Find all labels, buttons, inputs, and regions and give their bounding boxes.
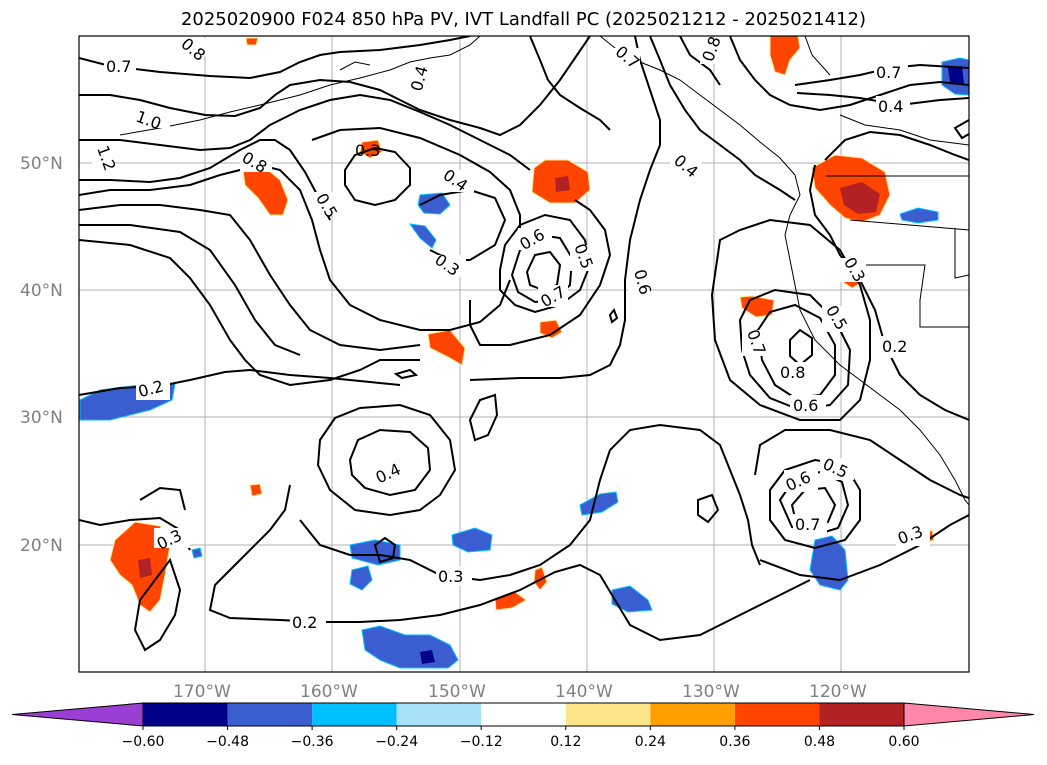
lon-label: 150°W [428,682,486,702]
colorbar-segment [143,703,228,726]
colorbar-segment [565,703,651,726]
lat-label: 30°N [20,408,63,428]
pv-patch-positive [427,329,466,366]
pv-patch-negative [417,192,451,215]
contour-label: 0.7 [106,57,131,76]
pv-patch-positive-core [840,182,880,214]
pv-patch-positive-core [138,558,152,578]
lon-label: 170°W [173,682,231,702]
colorbar-tick-label: −0.12 [460,734,503,750]
latitude-labels: 50°N 40°N 30°N 20°N [20,154,63,556]
colorbar-tick-label: 0.36 [719,734,750,750]
contour-label: 0.6 [793,396,818,415]
lat-label: 20°N [20,536,63,556]
colorbar-extend-low [11,702,144,727]
pv-patch-positive [245,37,259,46]
colorbar-tick-label: −0.36 [291,734,334,750]
colorbar-segment [481,703,566,726]
lat-label: 40°N [20,281,63,301]
colorbar-tick-label: −0.48 [206,734,249,750]
contour-label: 0.2 [882,337,907,356]
pv-patch-negative [611,585,653,613]
pv-patch-positive-core [555,176,570,192]
pv-patch-negative-core [420,650,435,664]
map-title: 2025020900 F024 850 hPa PV, IVT Landfall… [180,9,867,30]
lon-label: 160°W [300,682,358,702]
colorbar-tick-label: −0.24 [375,734,418,750]
map-frame [78,35,970,673]
colorbar-tick-label: 0.12 [550,734,581,750]
contour-label: 0.3 [438,567,463,586]
pv-patch-negative [191,547,203,559]
contour-label: 0.2 [292,613,317,632]
colorbar-tick-label: −0.60 [122,734,165,750]
colorbar-segment [819,703,904,726]
pv-patch-positive [494,591,527,611]
contour-label: 0.4 [878,97,903,116]
pv-patch-negative [408,223,437,249]
colorbar-tick-label: 0.60 [888,734,919,750]
pv-patch-positive [769,36,801,76]
colorbar-segment [734,703,820,726]
lat-label: 50°N [20,154,63,174]
colorbar-outline [142,702,905,727]
pv-patch-negative [361,625,459,669]
map-plot-area: 0.7 0.8 1.0 1.2 0.8 0.3 0.5 0.4 0.3 0.6 … [79,36,969,672]
pv-patch-positive [539,319,563,339]
colorbar-tick-label: 0.24 [635,734,666,750]
longitude-labels: 170°W 160°W 150°W 140°W 130°W 120°W [173,682,867,702]
lon-label: 130°W [682,682,740,702]
contour-label: 0.3 [355,141,380,160]
pv-patch-negative [349,565,373,591]
colorbar-tick-label: 0.48 [804,734,835,750]
pv-patch-negative [579,491,619,516]
pv-patch-negative [899,207,939,224]
contour-labels: 0.7 0.8 1.0 1.2 0.8 0.3 0.5 0.4 0.3 0.6 … [92,36,930,632]
colorbar: −0.60 −0.48 −0.36 −0.24 −0.12 0.12 0.24 0.36 0.4… [11,702,1035,750]
pv-patch-negative-core [948,66,964,84]
colorbar-segment [396,703,482,726]
colorbar-segment [312,703,397,726]
pv-patch-negative [451,527,493,553]
colorbar-segment [227,703,313,726]
contour-label: 0.7 [876,63,901,82]
lon-label: 140°W [555,682,613,702]
contour-label: 0.8 [780,363,805,382]
colorbar-extend-high [903,702,1035,727]
pv-patch-positive [249,483,263,497]
lon-label: 120°W [809,682,867,702]
colorbar-segment [650,703,735,726]
contour-label: 0.7 [795,515,820,534]
